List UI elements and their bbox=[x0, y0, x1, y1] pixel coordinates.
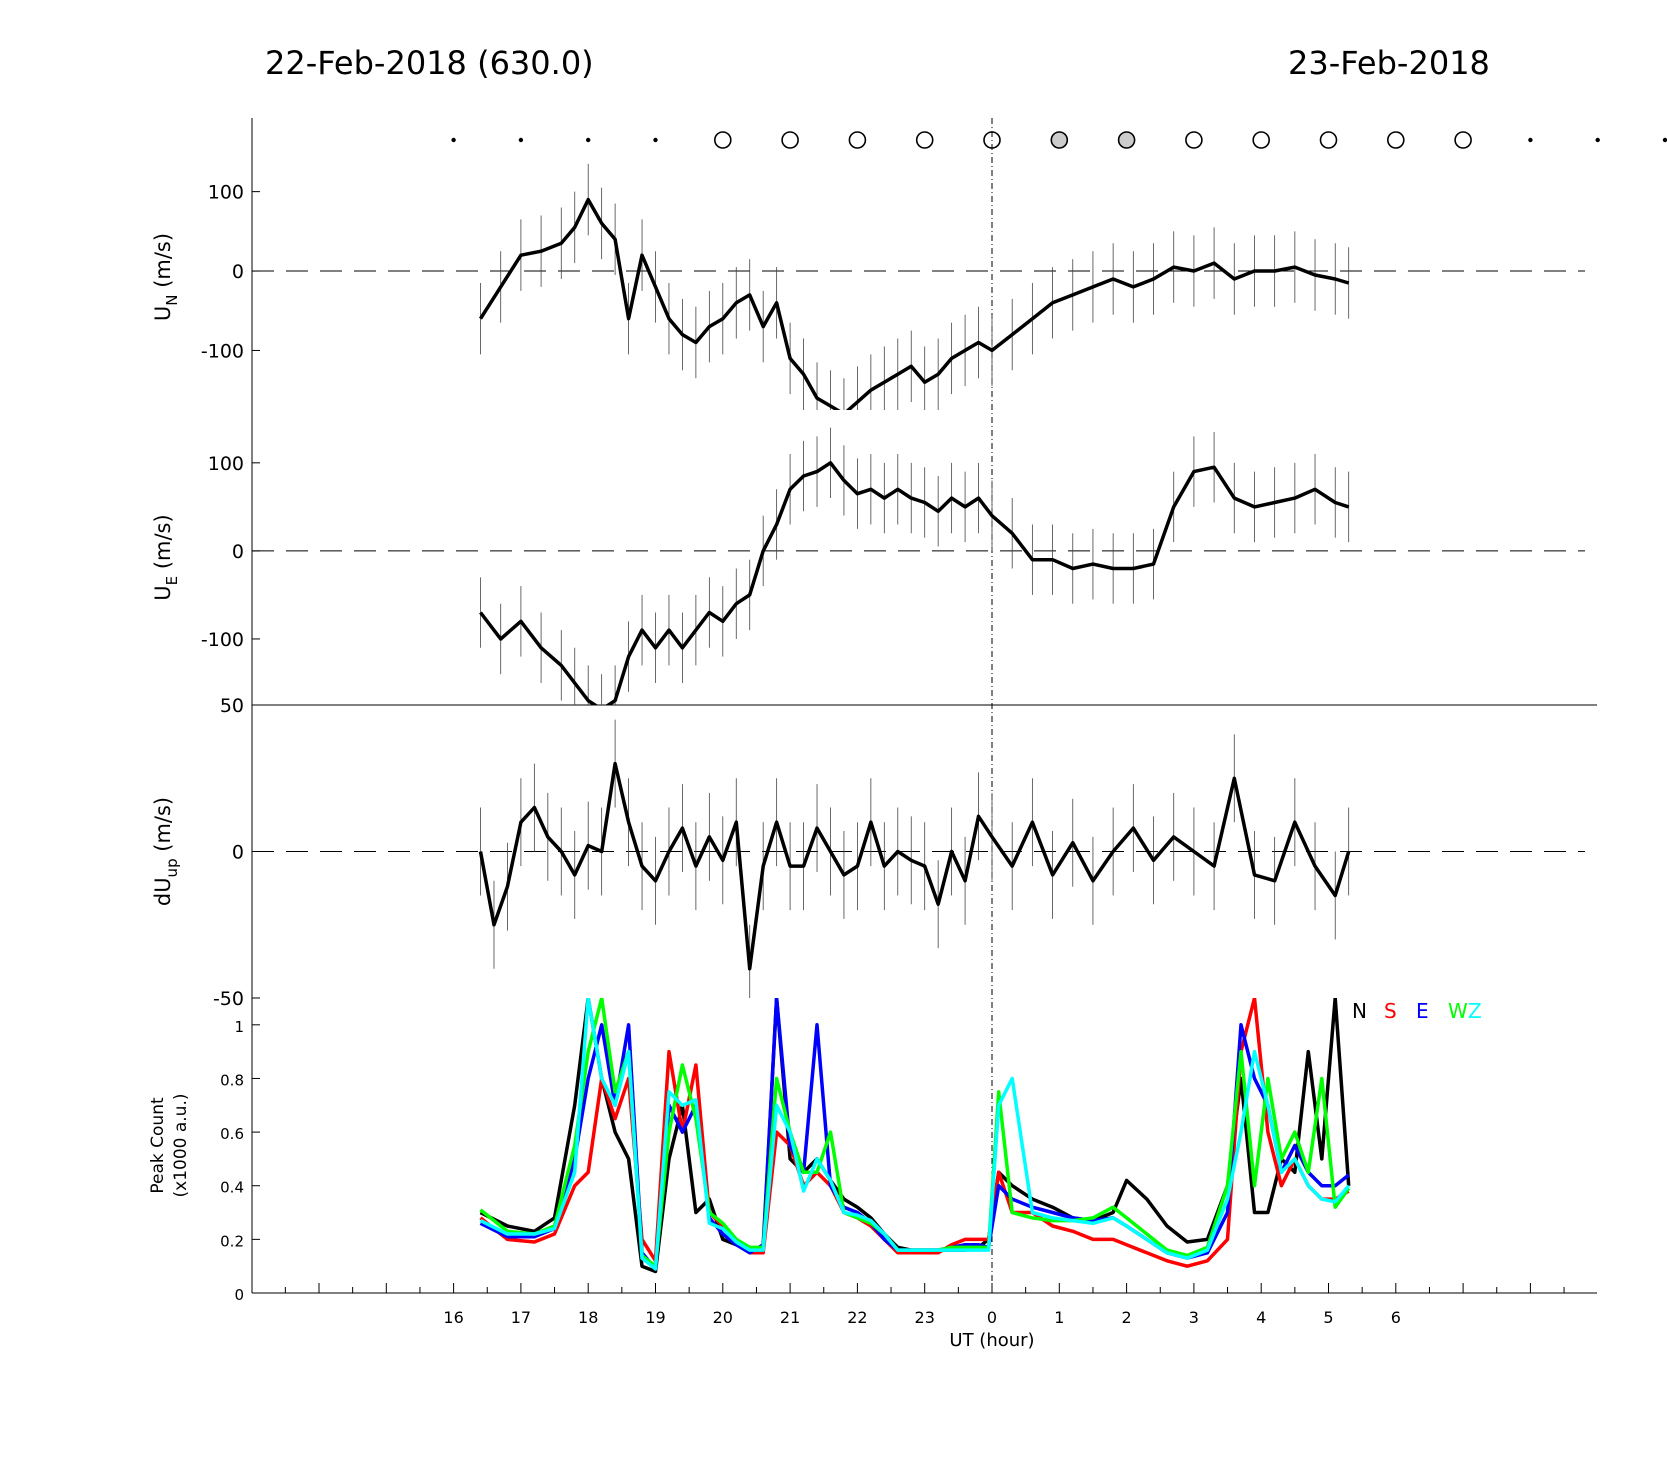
y-tick-label: -100 bbox=[201, 340, 244, 362]
x-tick-label: 16 bbox=[443, 1308, 463, 1327]
y-tick-label: 0.2 bbox=[220, 1232, 244, 1250]
legend-label-E: E bbox=[1416, 999, 1429, 1023]
y-tick-label: 0 bbox=[234, 1286, 244, 1304]
marker-open bbox=[1319, 131, 1338, 149]
x-tick-label: 2 bbox=[1122, 1308, 1132, 1327]
y-axis-label: dUup (m/s) bbox=[151, 797, 181, 906]
y-axis-label-units: (x1000 a.u.) bbox=[171, 1094, 191, 1198]
y-axis-label: UN (m/s) bbox=[151, 233, 181, 321]
marker-dot bbox=[1595, 137, 1600, 143]
y-tick-label: 0 bbox=[232, 261, 244, 283]
marker-dot bbox=[451, 137, 456, 143]
panel-dU_up: 50 0 -50 dUup (m/s) bbox=[151, 695, 1585, 1010]
marker-open bbox=[915, 131, 934, 149]
x-tick-label: 19 bbox=[645, 1308, 665, 1327]
marker-open bbox=[848, 131, 867, 149]
marker-filled bbox=[1050, 131, 1069, 149]
x-tick-label: 1 bbox=[1054, 1308, 1064, 1327]
y-tick-label: 100 bbox=[208, 182, 244, 204]
series-line-Z bbox=[479, 998, 1351, 1271]
x-tick-label: 0 bbox=[987, 1308, 997, 1327]
legend-label-N: N bbox=[1352, 999, 1367, 1023]
x-tick-label: 21 bbox=[780, 1308, 800, 1327]
right-date-title: 23-Feb-2018 bbox=[1288, 44, 1490, 82]
y-tick-label: 0.4 bbox=[220, 1179, 244, 1197]
y-tick-label: 1 bbox=[234, 1018, 244, 1036]
y-tick-label: 0 bbox=[232, 842, 244, 864]
x-tick-label: 20 bbox=[713, 1308, 733, 1327]
marker-open bbox=[1387, 131, 1405, 149]
marker-dot bbox=[518, 137, 524, 143]
x-tick-label: 18 bbox=[578, 1308, 598, 1327]
marker-open bbox=[713, 131, 732, 149]
marker-filled bbox=[1117, 131, 1136, 149]
panel-peak-count: 0 0.2 0.4 0.6 0.8 1 Peak Count (x1000 a.u.) N S E W… bbox=[148, 998, 1585, 1351]
series-line-dU_up bbox=[478, 761, 1351, 971]
legend-label-S: S bbox=[1384, 999, 1397, 1023]
marker-dot bbox=[586, 137, 591, 143]
left-date-title: 22-Feb-2018 (630.0) bbox=[265, 44, 594, 82]
marker-dot bbox=[1662, 137, 1667, 143]
x-tick-label: 17 bbox=[511, 1308, 531, 1327]
x-tick-label: 3 bbox=[1189, 1308, 1199, 1327]
series-line-S bbox=[479, 998, 1350, 1268]
observation-markers bbox=[451, 131, 1667, 149]
marker-open bbox=[1454, 131, 1472, 149]
series-line-E bbox=[479, 998, 1350, 1271]
y-tick-label: 50 bbox=[220, 695, 244, 717]
x-tick-label: 4 bbox=[1256, 1308, 1266, 1327]
series-line-U_E bbox=[479, 461, 1350, 705]
series-line-U_N bbox=[479, 197, 1350, 410]
marker-open bbox=[1252, 131, 1270, 149]
marker-open bbox=[1185, 131, 1203, 149]
y-tick-label: 0.8 bbox=[220, 1071, 244, 1089]
legend-label-Z: Z bbox=[1468, 999, 1482, 1023]
y-tick-label: 100 bbox=[208, 453, 244, 475]
y-axis-label: Peak Count bbox=[148, 1097, 168, 1194]
marker-dot bbox=[653, 137, 658, 143]
x-tick-label: 22 bbox=[847, 1308, 867, 1327]
panel-U_E: 100 0 -100 UE (m/s) bbox=[151, 427, 1585, 705]
y-tick-label: 0 bbox=[232, 541, 244, 563]
y-tick-label: -50 bbox=[213, 988, 244, 1010]
y-tick-label: -100 bbox=[201, 629, 244, 651]
legend-label-W: W bbox=[1448, 999, 1468, 1023]
x-tick-label: 6 bbox=[1391, 1308, 1401, 1327]
x-axis-label: UT (hour) bbox=[949, 1330, 1034, 1351]
panel-U_N: 100 0 -100 UN (m/s) bbox=[151, 163, 1585, 410]
y-tick-label: 0.6 bbox=[220, 1125, 244, 1143]
marker-open bbox=[781, 131, 799, 149]
x-tick-label: 23 bbox=[915, 1308, 935, 1327]
x-tick-label: 5 bbox=[1323, 1308, 1333, 1327]
y-axis-label: UE (m/s) bbox=[151, 514, 181, 600]
marker-dot bbox=[1528, 137, 1533, 143]
